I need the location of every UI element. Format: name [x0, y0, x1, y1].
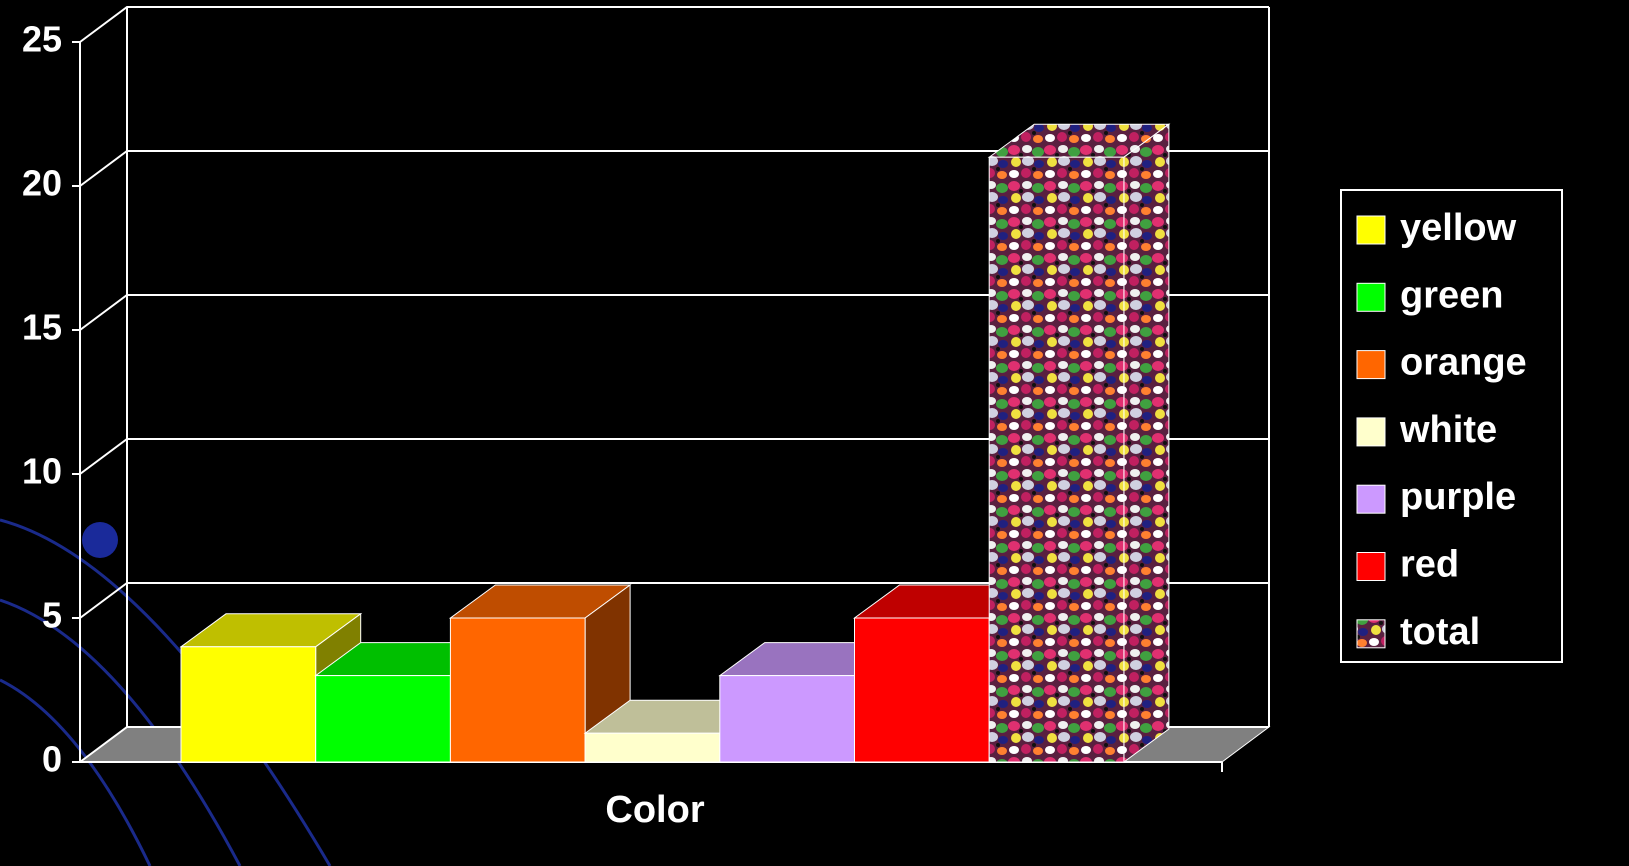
grid-line [79, 438, 1269, 475]
legend-label: red [1400, 544, 1459, 586]
y-tick-label: 0 [42, 739, 62, 780]
bar [719, 675, 855, 763]
legend-swatch [1356, 619, 1386, 649]
background-decoration [0, 518, 332, 866]
legend-label: total [1400, 611, 1480, 653]
bar-side [1123, 123, 1170, 763]
legend-label: white [1399, 409, 1497, 451]
legend-label: yellow [1400, 207, 1517, 249]
grid-line [79, 6, 1269, 43]
bar [988, 156, 1125, 763]
legend-label: orange [1400, 342, 1527, 384]
legend-swatch [1356, 215, 1386, 245]
y-tick-label: 25 [22, 19, 62, 60]
x-axis-label: Color [605, 789, 704, 831]
y-tick-label: 10 [22, 451, 62, 492]
legend-swatch [1356, 417, 1386, 447]
grid-line [79, 582, 1269, 619]
legend-swatch [1356, 350, 1386, 380]
grid-line [79, 294, 1269, 331]
legend-label: green [1400, 274, 1503, 316]
legend-label: purple [1400, 476, 1516, 518]
y-tick-label: 5 [42, 595, 62, 636]
legend-swatch [1356, 282, 1386, 312]
legend-swatch [1356, 552, 1386, 581]
bar [180, 646, 317, 763]
bar [584, 732, 721, 763]
legend-swatch [1356, 484, 1386, 514]
y-tick-label: 20 [22, 163, 62, 204]
y-tick-label: 15 [22, 307, 62, 348]
bar [854, 617, 990, 763]
bar [449, 617, 586, 763]
grid-line [79, 150, 1269, 187]
bar [315, 675, 451, 763]
